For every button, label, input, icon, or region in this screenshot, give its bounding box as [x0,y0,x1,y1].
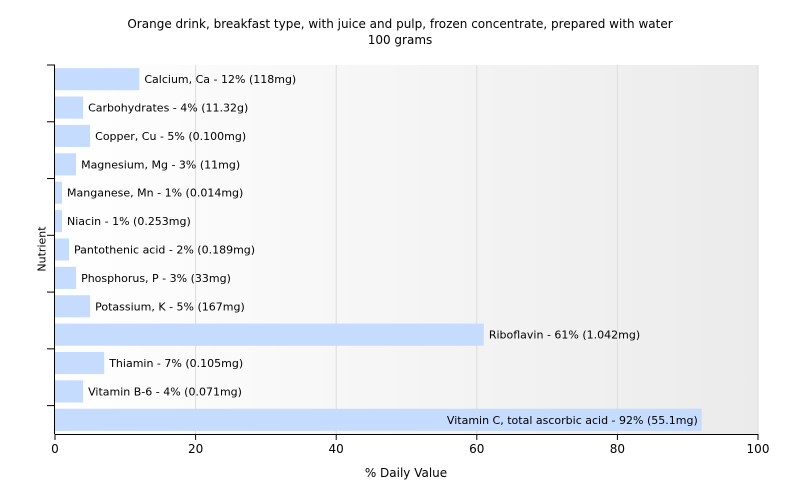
bar-data-label: Vitamin B-6 - 4% (0.071mg) [88,385,242,398]
bar-data-label: Riboflavin - 61% (1.042mg) [489,329,640,342]
bar-data-label: Thiamin - 7% (0.105mg) [108,357,243,370]
bar [55,295,91,318]
bar [55,181,63,204]
bar-data-label: Pantothenic acid - 2% (0.189mg) [74,244,255,257]
bar [55,210,63,233]
bar-data-label: Phosphorus, P - 3% (33mg) [81,272,231,285]
x-tick-label: 60 [469,442,484,456]
bar [55,408,702,431]
x-tick-label: 40 [329,442,344,456]
bar [55,96,84,119]
bar-data-label: Potassium, K - 5% (167mg) [95,300,245,313]
bar-data-label: Carbohydrates - 4% (11.32g) [88,102,248,115]
bar-data-label: Manganese, Mn - 1% (0.014mg) [67,187,243,200]
bar [55,68,140,91]
chart-subtitle: 100 grams [367,33,433,47]
bar-data-label: Calcium, Ca - 12% (118mg) [144,73,296,86]
x-tick-label: 100 [747,442,770,456]
bar-data-label: Magnesium, Mg - 3% (11mg) [81,158,240,171]
bar [55,153,77,176]
x-tick-label: 0 [51,442,59,456]
x-tick-label: 80 [610,442,625,456]
y-axis-label: Nutrient [35,226,49,272]
bar-data-label: Niacin - 1% (0.253mg) [67,215,191,228]
bar [55,266,77,289]
x-tick-label: 20 [188,442,203,456]
bar [55,323,484,346]
bar [55,238,70,261]
bar-data-label: Vitamin C, total ascorbic acid - 92% (55… [447,414,698,427]
bar [55,380,84,403]
bar-data-label: Copper, Cu - 5% (0.100mg) [95,130,246,143]
bar [55,124,91,148]
chart-title: Orange drink, breakfast type, with juice… [127,17,673,31]
x-axis-label: % Daily Value [364,466,448,480]
bar [55,351,105,375]
plot-background [55,65,758,434]
